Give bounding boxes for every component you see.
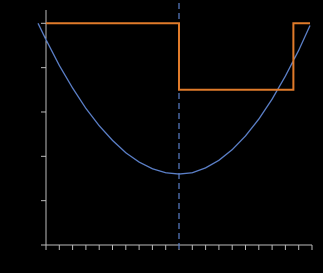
series-line bbox=[37, 23, 311, 175]
series-line bbox=[46, 22, 311, 91]
